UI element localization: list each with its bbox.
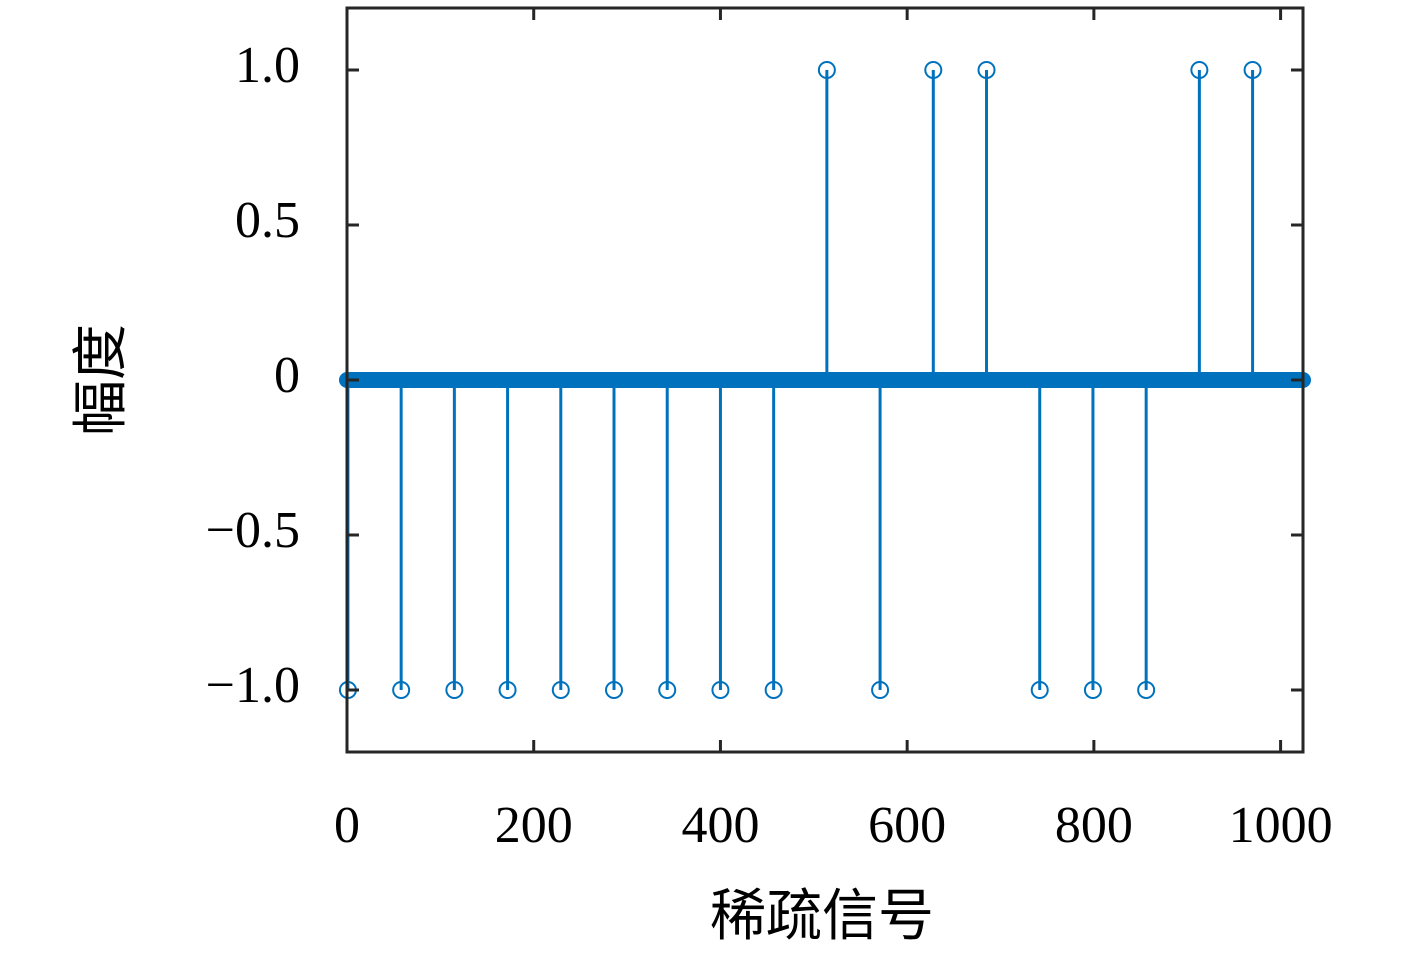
stem-marker bbox=[817, 61, 836, 79]
x-tick-label: 0 bbox=[334, 797, 360, 854]
y-tick-label: −1.0 bbox=[206, 657, 300, 714]
stem-marker bbox=[1190, 61, 1209, 79]
stem-marker bbox=[658, 681, 677, 699]
y-axis-label: 幅度 bbox=[69, 324, 134, 436]
x-tick-label: 1000 bbox=[1229, 797, 1333, 854]
stem-marker bbox=[711, 681, 730, 699]
y-tick-label: 0 bbox=[274, 347, 300, 404]
x-tick-label: 200 bbox=[495, 797, 573, 854]
y-tick-label: −0.5 bbox=[206, 502, 300, 559]
stem-marker bbox=[498, 681, 517, 699]
x-tick-label: 800 bbox=[1055, 797, 1133, 854]
stem-marker bbox=[551, 681, 570, 699]
stem-marker bbox=[924, 61, 943, 79]
stem-marker bbox=[1083, 681, 1102, 699]
y-tick-label: 1.0 bbox=[235, 37, 300, 94]
stem-marker bbox=[445, 681, 464, 699]
stem-marker bbox=[605, 681, 624, 699]
stem-marker bbox=[871, 681, 890, 699]
x-axis-label: 稀疏信号 bbox=[710, 884, 934, 949]
stem-marker bbox=[977, 61, 996, 79]
stem-marker bbox=[392, 681, 411, 699]
stem-marker bbox=[1137, 681, 1156, 699]
x-tick-label: 400 bbox=[681, 797, 759, 854]
stem-marker bbox=[1243, 61, 1262, 79]
x-tick-label: 600 bbox=[868, 797, 946, 854]
stem-marker bbox=[1030, 681, 1049, 699]
y-tick-label: 0.5 bbox=[235, 192, 300, 249]
stem-marker bbox=[764, 681, 783, 699]
